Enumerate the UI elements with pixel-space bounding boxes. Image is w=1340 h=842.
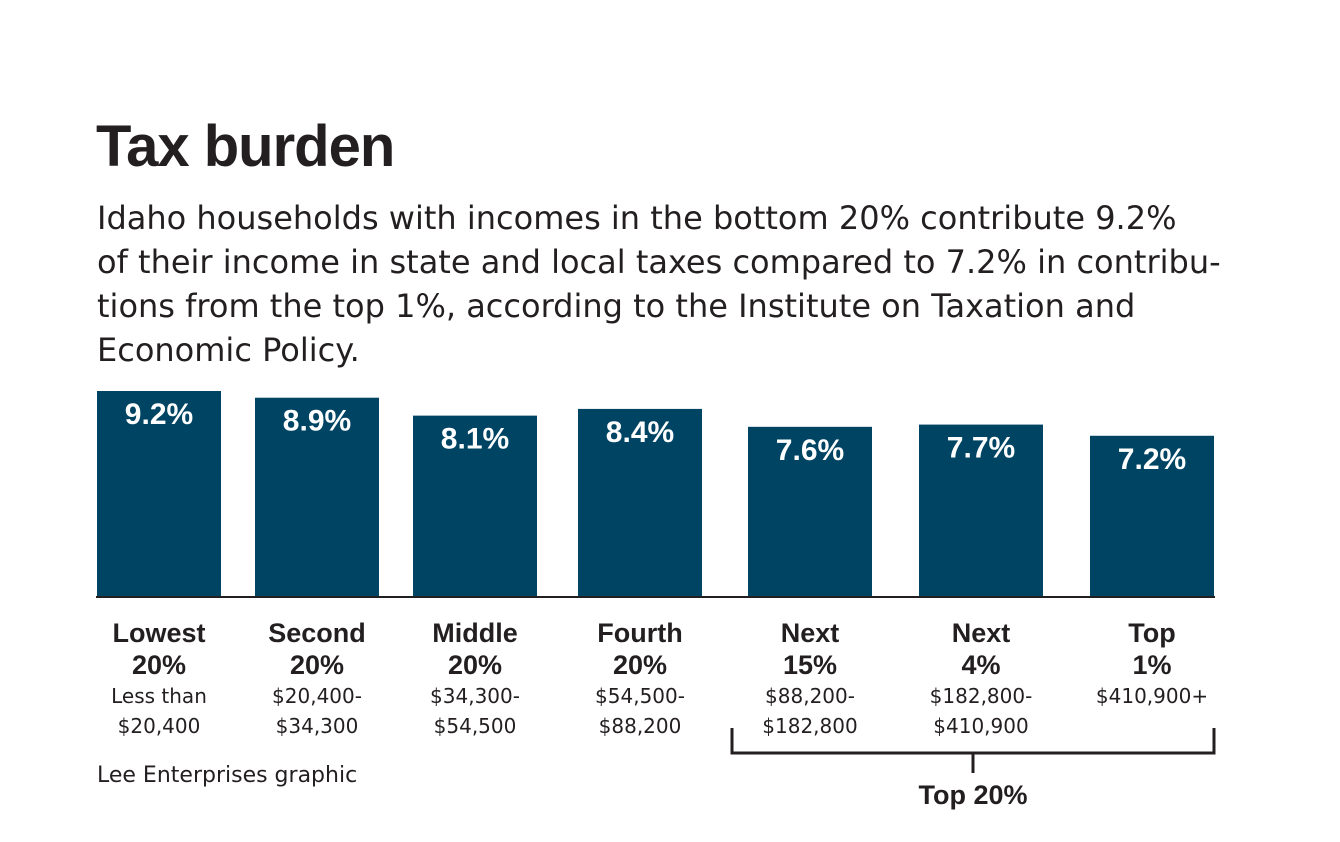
chart-title: Tax burden	[96, 114, 395, 179]
group-bracket-label: Top 20%	[918, 780, 1028, 810]
subtitle-line: Economic Policy.	[97, 331, 360, 369]
bar	[97, 391, 221, 597]
category-income-range: $54,500	[434, 714, 517, 738]
bar	[255, 397, 379, 597]
category-income-range: $88,200-	[765, 684, 855, 708]
category-income-range: $20,400-	[272, 684, 362, 708]
category-label: Middle	[432, 618, 518, 648]
chart-subtitle: Idaho households with incomes in the bot…	[97, 196, 1221, 372]
bar	[919, 424, 1043, 597]
category-label: Second	[268, 618, 366, 648]
category-label: Next	[952, 618, 1011, 648]
bar	[1090, 435, 1214, 597]
category-label: Next	[781, 618, 840, 648]
category-income-range: $34,300-	[430, 684, 520, 708]
category-label: Lowest	[112, 618, 205, 648]
category-label: 15%	[783, 650, 837, 680]
top-20-bracket	[730, 728, 1216, 773]
subtitle-line: tions from the top 1%, according to the …	[97, 287, 1136, 325]
category-income-range: $20,400	[118, 714, 201, 738]
category-label: 20%	[448, 650, 502, 680]
category-income-range: $88,200	[599, 714, 682, 738]
category-income-range: $410,900	[933, 714, 1028, 738]
bar	[748, 426, 872, 597]
bar-value-label: 8.4%	[606, 416, 674, 449]
category-income-range: $182,800	[762, 714, 857, 738]
bar-value-label: 7.6%	[776, 434, 844, 467]
category-label: 20%	[613, 650, 667, 680]
subtitle-line: Idaho households with incomes in the bot…	[97, 199, 1177, 237]
category-income-range: $34,300	[276, 714, 359, 738]
bar-value-label: 7.2%	[1118, 443, 1186, 476]
category-income-range: $410,900+	[1096, 684, 1208, 708]
bar	[413, 415, 537, 597]
category-label: 20%	[132, 650, 186, 680]
subtitle-line: of their income in state and local taxes…	[97, 243, 1221, 281]
bar-value-label: 8.9%	[283, 405, 351, 438]
category-label: Top	[1128, 618, 1175, 648]
bar-value-label: 9.2%	[125, 398, 193, 431]
bar-value-label: 7.7%	[947, 432, 1015, 465]
bar	[578, 408, 702, 597]
category-label: 20%	[290, 650, 344, 680]
category-label: Fourth	[597, 618, 682, 648]
category-income-range: Less than	[111, 684, 207, 708]
category-label: 1%	[1132, 650, 1171, 680]
category-label: 4%	[961, 650, 1000, 680]
category-income-range: $54,500-	[595, 684, 685, 708]
source-credit: Lee Enterprises graphic	[97, 763, 358, 788]
bars-group: 9.2% 8.9% 8.1% 8.4% 7.6% 7.7% 7.2%	[97, 391, 1214, 597]
category-income-range: $182,800-	[930, 684, 1033, 708]
bar-value-label: 8.1%	[441, 423, 509, 456]
